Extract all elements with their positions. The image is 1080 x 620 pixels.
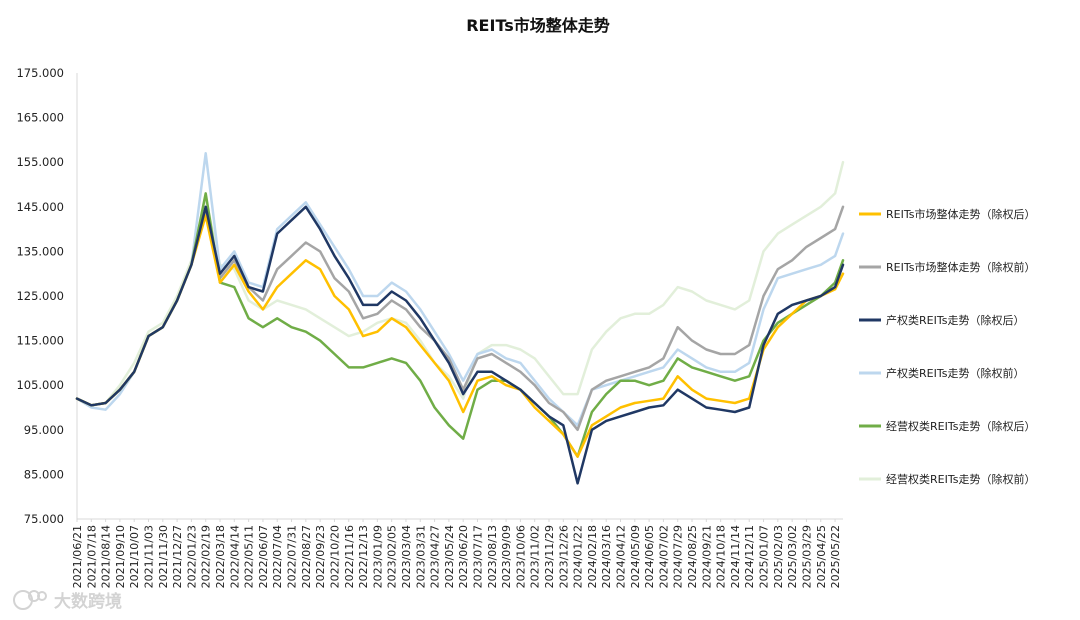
series-line-2 xyxy=(75,205,845,432)
x-tick-label: 2022/08/27 xyxy=(300,525,313,588)
x-tick-label: 2021/10/07 xyxy=(128,525,141,588)
x-tick-label: 2022/04/14 xyxy=(228,525,241,588)
x-tick-label: 2024/01/22 xyxy=(572,525,585,588)
legend-label: 产权类REITs走势（除权前） xyxy=(886,366,1024,380)
y-tick-label: 85.000 xyxy=(24,467,64,481)
x-tick-label: 2022/05/11 xyxy=(243,525,256,588)
y-tick-label: 75.000 xyxy=(24,512,64,526)
x-tick-label: 2024/03/16 xyxy=(600,525,613,588)
x-tick-label: 2023/04/27 xyxy=(429,525,442,588)
legend-label: 经营权类REITs走势（除权后） xyxy=(886,419,1035,433)
x-tick-label: 2025/01/07 xyxy=(758,525,771,588)
x-tick-label: 2024/11/14 xyxy=(729,525,742,588)
y-tick-label: 105.000 xyxy=(16,378,64,392)
watermark-logo-icon xyxy=(13,590,47,610)
y-tick-label: 135.000 xyxy=(16,244,64,258)
x-tick-label: 2024/07/29 xyxy=(672,525,685,588)
x-tick-label: 2024/12/11 xyxy=(743,525,756,588)
x-tick-label: 2022/03/18 xyxy=(214,525,227,588)
y-tick-label: 145.000 xyxy=(16,200,64,214)
x-tick-label: 2025/03/02 xyxy=(786,525,799,588)
y-tick-label: 95.000 xyxy=(24,423,64,437)
x-tick-label: 2025/03/29 xyxy=(800,525,813,588)
x-tick-label: 2022/11/16 xyxy=(343,525,356,588)
series-line-3 xyxy=(75,205,845,485)
x-tick-label: 2021/09/10 xyxy=(114,525,127,588)
series-line-4 xyxy=(75,152,845,427)
x-tick-label: 2023/01/09 xyxy=(371,525,384,588)
x-tick-label: 2023/03/04 xyxy=(400,525,413,588)
x-tick-label: 2023/05/24 xyxy=(443,525,456,588)
series-lines xyxy=(75,152,845,485)
x-tick-label: 2024/10/18 xyxy=(715,525,728,588)
x-tick-label: 2024/07/02 xyxy=(657,525,670,588)
y-tick-label: 155.000 xyxy=(16,155,64,169)
legend-label: REITs市场整体走势（除权前） xyxy=(886,260,1035,274)
x-tick-label: 2022/07/31 xyxy=(286,525,299,588)
x-tick-label: 2025/02/03 xyxy=(772,525,785,588)
x-tick-label: 2023/11/02 xyxy=(529,525,542,588)
x-tick-label: 2023/02/05 xyxy=(386,525,399,588)
x-tick-label: 2023/08/13 xyxy=(486,525,499,588)
series-line-1 xyxy=(75,214,845,458)
x-tick-label: 2023/12/26 xyxy=(557,525,570,588)
x-tick-label: 2021/07/18 xyxy=(85,525,98,588)
x-tick-label: 2022/12/13 xyxy=(357,525,370,588)
watermark-text: 大数跨境 xyxy=(54,591,122,612)
series-line-5 xyxy=(75,192,845,458)
x-tick-label: 2022/02/19 xyxy=(200,525,213,588)
x-tick-label: 2023/03/31 xyxy=(414,525,427,588)
x-tick-label: 2022/10/20 xyxy=(328,525,341,588)
x-tick-label: 2024/06/05 xyxy=(643,525,656,588)
x-tick-label: 2021/08/14 xyxy=(100,525,113,588)
axes: 75.000 85.000 95.000 105.000 115.000 125.000 1… xyxy=(16,66,843,588)
x-tick-label: 2021/11/30 xyxy=(157,525,170,588)
x-tick-label: 2025/05/22 xyxy=(829,525,842,588)
x-tick-label: 2022/01/23 xyxy=(185,525,198,588)
x-tick-label: 2023/10/06 xyxy=(514,525,527,588)
x-tick-label: 2023/11/29 xyxy=(543,525,556,588)
x-tick-label: 2025/04/25 xyxy=(815,525,828,588)
legend-label: REITs市场整体走势（除权后） xyxy=(886,207,1035,221)
x-tick-label: 2021/06/21 xyxy=(71,525,84,588)
x-tick-label: 2024/02/18 xyxy=(586,525,599,588)
y-tick-label: 125.000 xyxy=(16,289,64,303)
x-tick-label: 2023/06/20 xyxy=(457,525,470,588)
series-line-6 xyxy=(75,160,845,407)
legend-label: 产权类REITs走势（除权后） xyxy=(886,313,1024,327)
x-tick-label: 2024/09/21 xyxy=(700,525,713,588)
legend: REITs市场整体走势（除权后） REITs市场整体走势（除权前） 产权类REITs… xyxy=(859,207,1035,486)
y-tick-label: 115.000 xyxy=(16,334,64,348)
x-tick-label: 2024/08/25 xyxy=(686,525,699,588)
y-tick-label: 175.000 xyxy=(16,66,64,80)
x-tick-label: 2022/07/04 xyxy=(271,525,284,588)
x-tick-label: 2021/12/27 xyxy=(171,525,184,588)
legend-label: 经营权类REITs走势（除权前） xyxy=(886,472,1035,486)
x-tick-label: 2024/04/12 xyxy=(615,525,628,588)
x-tick-label: 2023/07/17 xyxy=(471,525,484,588)
x-tick-label: 2022/06/07 xyxy=(257,525,270,588)
watermark: 大数跨境 xyxy=(13,590,122,612)
x-tick-label: 2024/05/09 xyxy=(629,525,642,588)
chart-title: REITs市场整体走势 xyxy=(466,16,610,35)
x-tick-label: 2022/09/23 xyxy=(314,525,327,588)
y-tick-label: 165.000 xyxy=(16,111,64,125)
x-tick-label: 2023/09/09 xyxy=(500,525,513,588)
x-tick-label: 2021/11/03 xyxy=(143,525,156,588)
